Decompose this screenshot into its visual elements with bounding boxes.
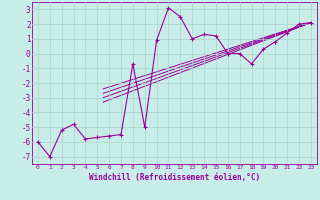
- X-axis label: Windchill (Refroidissement éolien,°C): Windchill (Refroidissement éolien,°C): [89, 173, 260, 182]
